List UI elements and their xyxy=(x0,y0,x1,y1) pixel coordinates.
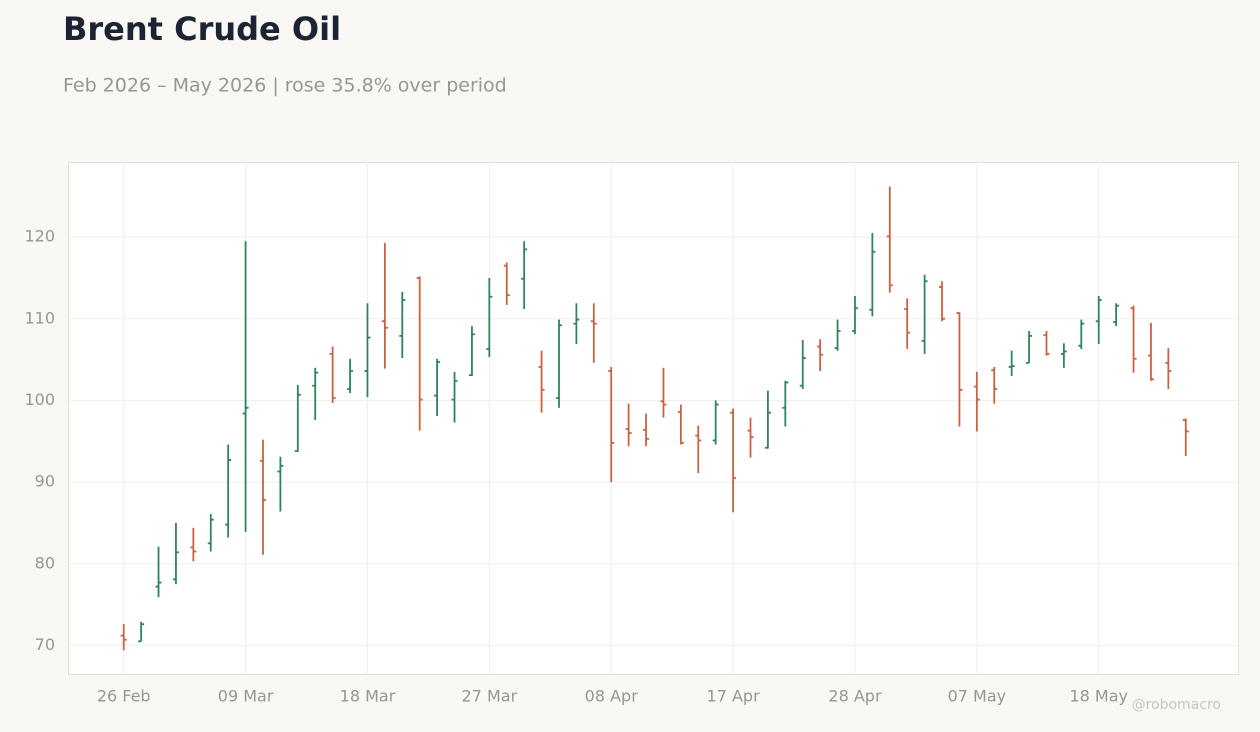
x-tick-label: 07 May xyxy=(948,687,1007,706)
y-tick-label: 80 xyxy=(35,553,55,572)
y-tick-label: 120 xyxy=(24,227,55,246)
chart-title: Brent Crude Oil xyxy=(63,10,341,48)
x-tick-label: 28 Apr xyxy=(828,687,882,706)
x-tick-label: 27 Mar xyxy=(462,687,518,706)
x-tick-label: 18 Mar xyxy=(340,687,396,706)
watermark: @robomacro xyxy=(1132,697,1221,713)
chart-subtitle: Feb 2026 – May 2026 | rose 35.8% over pe… xyxy=(63,75,507,97)
y-tick-label: 70 xyxy=(35,635,55,654)
y-tick-label: 90 xyxy=(35,472,55,491)
x-tick-label: 08 Apr xyxy=(585,687,639,706)
x-tick-label: 18 May xyxy=(1069,687,1128,706)
x-tick-label: 09 Mar xyxy=(218,687,274,706)
x-tick-label: 17 Apr xyxy=(707,687,761,706)
y-tick-label: 110 xyxy=(24,308,55,327)
plot-area xyxy=(68,162,1239,675)
x-tick-label: 26 Feb xyxy=(97,687,151,706)
y-tick-label: 100 xyxy=(24,390,55,409)
